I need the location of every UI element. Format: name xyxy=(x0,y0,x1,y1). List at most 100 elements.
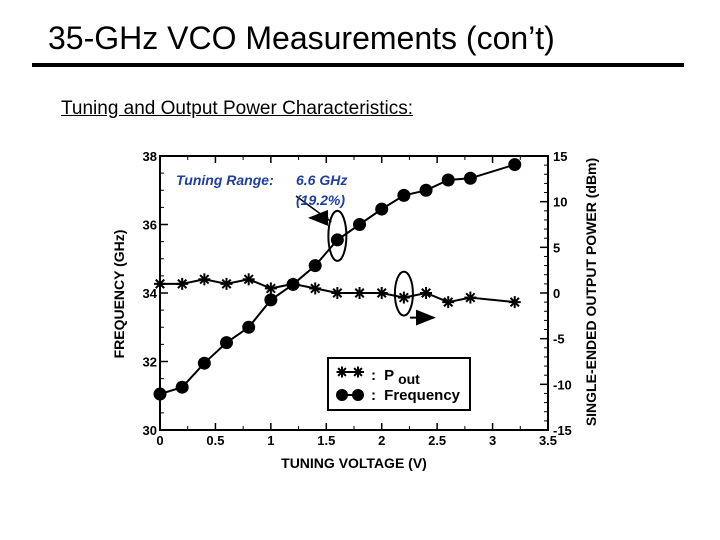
pout-marker-stroke xyxy=(155,278,165,289)
y-left-tick-label: 32 xyxy=(143,355,157,370)
legend-frequency-separator: : xyxy=(371,387,376,404)
x-tick-label: 0.5 xyxy=(206,433,224,448)
pout-point xyxy=(442,296,455,309)
frequency-point xyxy=(508,158,522,172)
pout-marker-stroke xyxy=(376,288,387,298)
pout-marker-stroke xyxy=(465,292,476,303)
x-tick-label: 2 xyxy=(378,433,385,448)
tuning-range-pointer xyxy=(295,195,332,223)
frequency-point xyxy=(220,336,234,350)
legend-pout-label: : P out xyxy=(371,367,420,387)
pout-series-line xyxy=(160,278,515,304)
legend-pout-sub: out xyxy=(398,371,420,387)
pout-marker-stroke xyxy=(353,367,363,377)
slide-title: 35-GHz VCO Measurements (con’t) xyxy=(48,20,555,56)
pout-point xyxy=(287,277,300,290)
pout-marker-stroke xyxy=(243,274,254,285)
y-right-tick-label: 0 xyxy=(553,286,560,301)
pout-marker-stroke xyxy=(421,288,432,298)
x-tick-label: 1 xyxy=(267,433,274,448)
frequency-callout-ellipse xyxy=(327,209,348,262)
legend-pout-separator: : xyxy=(371,367,376,384)
legend-pout-symbol xyxy=(336,366,348,378)
tuning-range-label: Tuning Range: xyxy=(176,172,274,188)
legend: : P out : Frequency xyxy=(327,357,471,411)
pout-marker-stroke xyxy=(265,283,276,294)
y-axis-title-right: SINGLE-ENDED OUTPUT POWER (dBm) xyxy=(583,158,599,426)
frequency-point xyxy=(375,202,389,216)
pout-point xyxy=(464,291,477,304)
slide-subtitle: Tuning and Output Power Characteristics: xyxy=(61,98,414,119)
frequency-point xyxy=(419,183,433,197)
y-left-tick-label: 36 xyxy=(143,218,157,233)
tuning-range-percent: (19.2%) xyxy=(296,192,345,208)
pout-point xyxy=(242,273,255,286)
legend-pout-main: P xyxy=(384,367,394,384)
frequency-point xyxy=(397,188,411,202)
y-right-tick-label: -15 xyxy=(553,423,572,438)
tick-labels: 0 0.5 1 1.5 2 2.5 3 3.5 30 32 34 36 38 -15 -10 -5 0 5 10 15 xyxy=(143,149,572,448)
pout-marker-stroke xyxy=(288,278,298,289)
frequency-point xyxy=(441,173,455,187)
frequency-point xyxy=(330,233,344,247)
pout-point xyxy=(154,277,166,290)
pout-marker-stroke xyxy=(310,283,321,294)
pout-point xyxy=(176,277,189,290)
y-right-tick-label: -5 xyxy=(553,332,565,347)
pout-point xyxy=(353,287,366,299)
pout-point xyxy=(375,287,388,299)
y-right-tick-label: 5 xyxy=(553,240,560,255)
frequency-point xyxy=(353,218,367,231)
y-right-tick-label: -10 xyxy=(553,377,572,392)
frequency-point xyxy=(175,380,189,394)
pout-marker-stroke xyxy=(354,288,365,298)
pout-marker-stroke xyxy=(177,278,188,289)
frequency-point xyxy=(197,356,211,370)
frequency-series-line xyxy=(159,163,515,395)
pout-marker-stroke xyxy=(337,367,347,377)
y-left-tick-label: 30 xyxy=(143,423,157,438)
pout-point xyxy=(309,282,322,295)
legend-frequency-symbol xyxy=(336,389,348,401)
tuning-range-value: 6.6 GHz xyxy=(296,172,347,188)
pout-callout-ellipse xyxy=(393,270,414,317)
pout-point xyxy=(331,287,344,299)
legend-pout-marker xyxy=(336,366,364,378)
frequency-point xyxy=(153,387,167,401)
x-tick-label: 0 xyxy=(156,433,163,448)
y-right-tick-label: 15 xyxy=(553,149,567,164)
y-right-tick-label: 10 xyxy=(553,195,567,210)
legend-frequency-name: Frequency xyxy=(384,387,461,404)
series-layer xyxy=(153,158,522,401)
y-left-tick-label: 34 xyxy=(143,286,158,301)
x-tick-label: 3.5 xyxy=(539,433,557,448)
pout-marker-stroke xyxy=(199,274,210,285)
x-tick-label: 2.5 xyxy=(428,433,446,448)
frequency-point xyxy=(242,320,256,334)
pout-marker-stroke xyxy=(221,278,232,289)
title-divider xyxy=(32,63,684,67)
pout-point xyxy=(420,287,433,299)
pout-point xyxy=(508,296,521,309)
y-left-tick-label: 38 xyxy=(143,149,157,164)
x-tick-label: 3 xyxy=(489,433,496,448)
x-axis-title: TUNING VOLTAGE (V) xyxy=(281,455,427,471)
legend-box xyxy=(327,357,471,411)
pout-point xyxy=(264,282,277,295)
pout-point xyxy=(397,291,410,304)
legend-frequency-marker xyxy=(336,389,364,401)
pout-point xyxy=(220,277,233,290)
y-axis-title-left: FREQUENCY (GHz) xyxy=(111,230,127,359)
frequency-point xyxy=(308,259,322,273)
frequency-point xyxy=(463,171,477,185)
legend-frequency-symbol xyxy=(352,389,364,401)
pout-marker-stroke xyxy=(443,297,454,308)
annotation-layer xyxy=(295,195,436,326)
pout-point xyxy=(198,273,211,286)
pout-marker-stroke xyxy=(509,297,520,308)
x-tick-label: 1.5 xyxy=(317,433,335,448)
legend-pout-symbol xyxy=(352,366,364,378)
pout-marker-stroke xyxy=(332,288,343,298)
legend-frequency-label: : Frequency xyxy=(371,387,461,404)
